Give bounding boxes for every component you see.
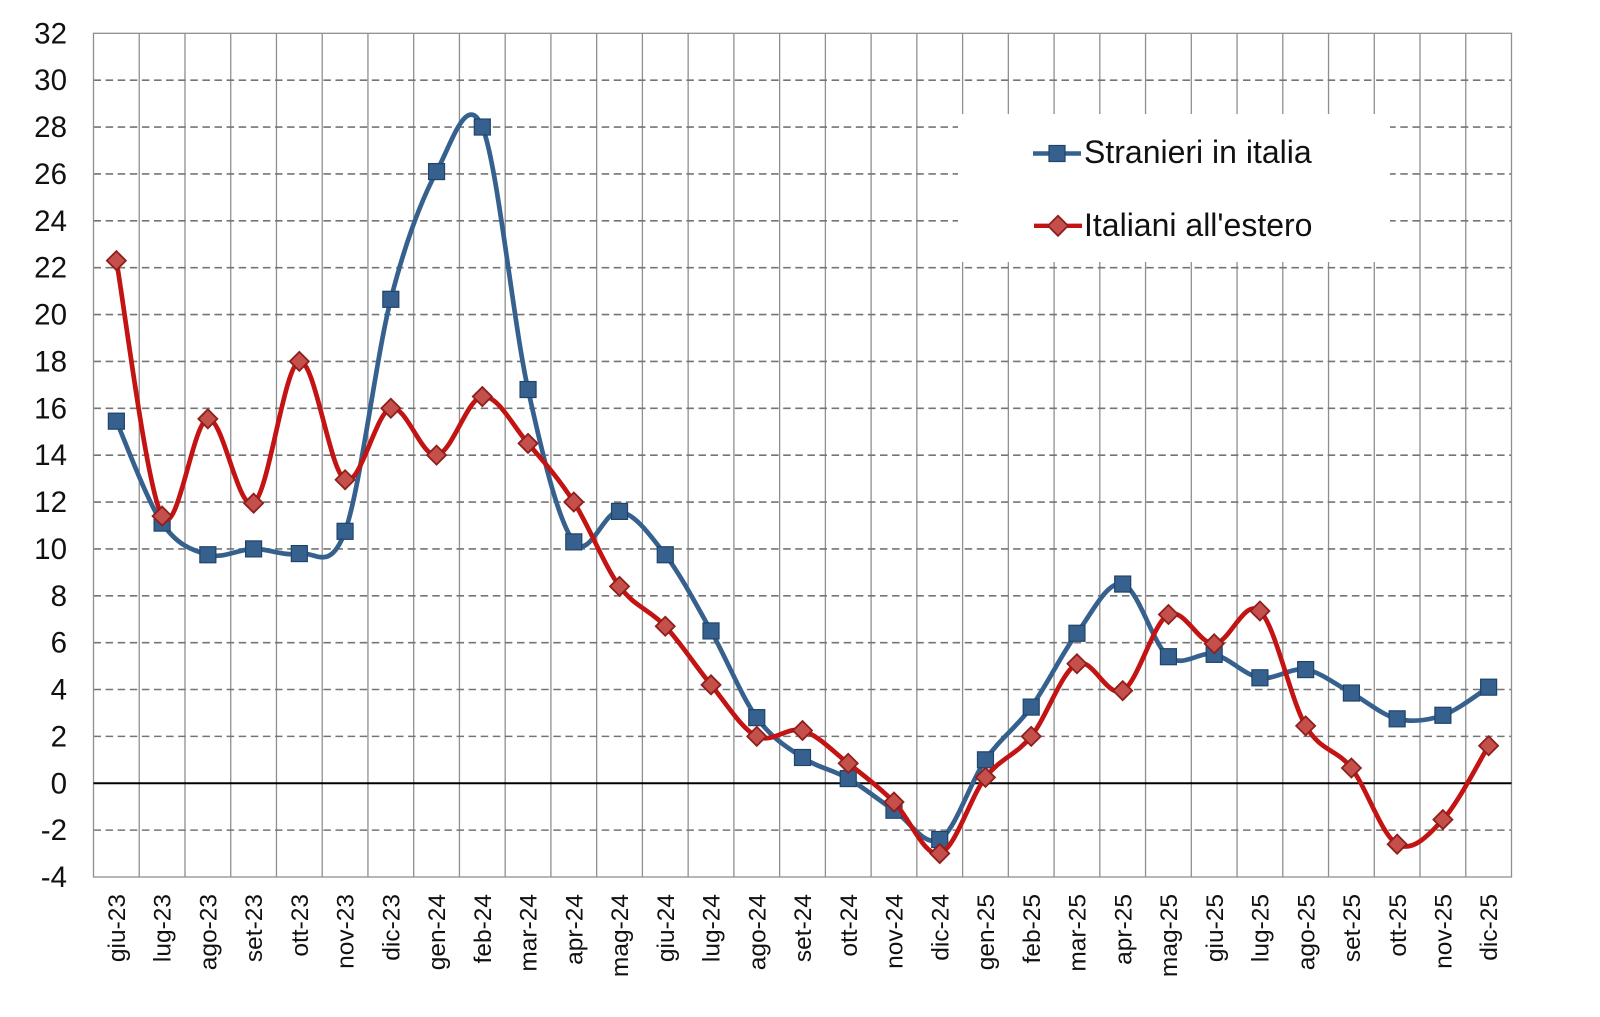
svg-text:set-25: set-25 — [1339, 894, 1366, 962]
svg-text:10: 10 — [34, 533, 67, 566]
svg-text:ago-24: ago-24 — [744, 894, 771, 970]
svg-text:0: 0 — [51, 767, 67, 800]
svg-text:24: 24 — [34, 205, 67, 238]
svg-text:nov-23: nov-23 — [333, 894, 360, 969]
svg-text:gen-24: gen-24 — [424, 894, 451, 970]
svg-text:8: 8 — [51, 580, 67, 613]
svg-text:Italiani all'estero: Italiani all'estero — [1084, 207, 1312, 243]
svg-text:ago-25: ago-25 — [1293, 894, 1320, 970]
svg-text:mag-24: mag-24 — [607, 894, 634, 977]
svg-text:giu-24: giu-24 — [653, 894, 680, 962]
svg-text:gen-25: gen-25 — [973, 894, 1000, 970]
svg-text:set-24: set-24 — [790, 894, 817, 962]
svg-text:apr-25: apr-25 — [1110, 894, 1137, 965]
svg-text:18: 18 — [34, 345, 67, 378]
svg-text:nov-24: nov-24 — [882, 894, 909, 969]
svg-text:feb-25: feb-25 — [1019, 894, 1046, 963]
svg-text:dic-24: dic-24 — [927, 894, 954, 961]
svg-text:-4: -4 — [41, 861, 67, 894]
svg-text:ott-25: ott-25 — [1385, 894, 1412, 957]
svg-text:nov-25: nov-25 — [1430, 894, 1457, 969]
svg-text:apr-24: apr-24 — [561, 894, 588, 965]
svg-text:ago-23: ago-23 — [195, 894, 222, 970]
svg-text:4: 4 — [51, 674, 67, 707]
svg-text:22: 22 — [34, 252, 67, 285]
svg-text:26: 26 — [34, 158, 67, 191]
svg-text:ott-23: ott-23 — [287, 894, 314, 957]
svg-text:-2: -2 — [41, 814, 67, 847]
svg-text:20: 20 — [34, 299, 67, 332]
svg-text:feb-24: feb-24 — [470, 894, 497, 963]
svg-text:dic-23: dic-23 — [378, 894, 405, 961]
svg-text:dic-25: dic-25 — [1476, 894, 1503, 961]
svg-text:lug-23: lug-23 — [150, 894, 177, 962]
svg-text:14: 14 — [34, 439, 67, 472]
svg-text:mar-24: mar-24 — [516, 894, 543, 972]
svg-text:30: 30 — [34, 64, 67, 97]
svg-text:lug-25: lug-25 — [1248, 894, 1275, 962]
svg-text:giu-23: giu-23 — [104, 894, 131, 962]
svg-text:ott-24: ott-24 — [836, 894, 863, 957]
svg-text:lug-24: lug-24 — [699, 894, 726, 962]
svg-text:2: 2 — [51, 720, 67, 753]
svg-text:mag-25: mag-25 — [1156, 894, 1183, 977]
svg-text:28: 28 — [34, 111, 67, 144]
svg-text:Stranieri in italia: Stranieri in italia — [1084, 134, 1312, 170]
svg-text:mar-25: mar-25 — [1065, 894, 1092, 972]
svg-text:32: 32 — [34, 17, 67, 50]
svg-text:16: 16 — [34, 392, 67, 425]
svg-text:6: 6 — [51, 627, 67, 660]
svg-text:giu-25: giu-25 — [1202, 894, 1229, 962]
svg-text:set-23: set-23 — [241, 894, 268, 962]
svg-text:12: 12 — [34, 486, 67, 519]
